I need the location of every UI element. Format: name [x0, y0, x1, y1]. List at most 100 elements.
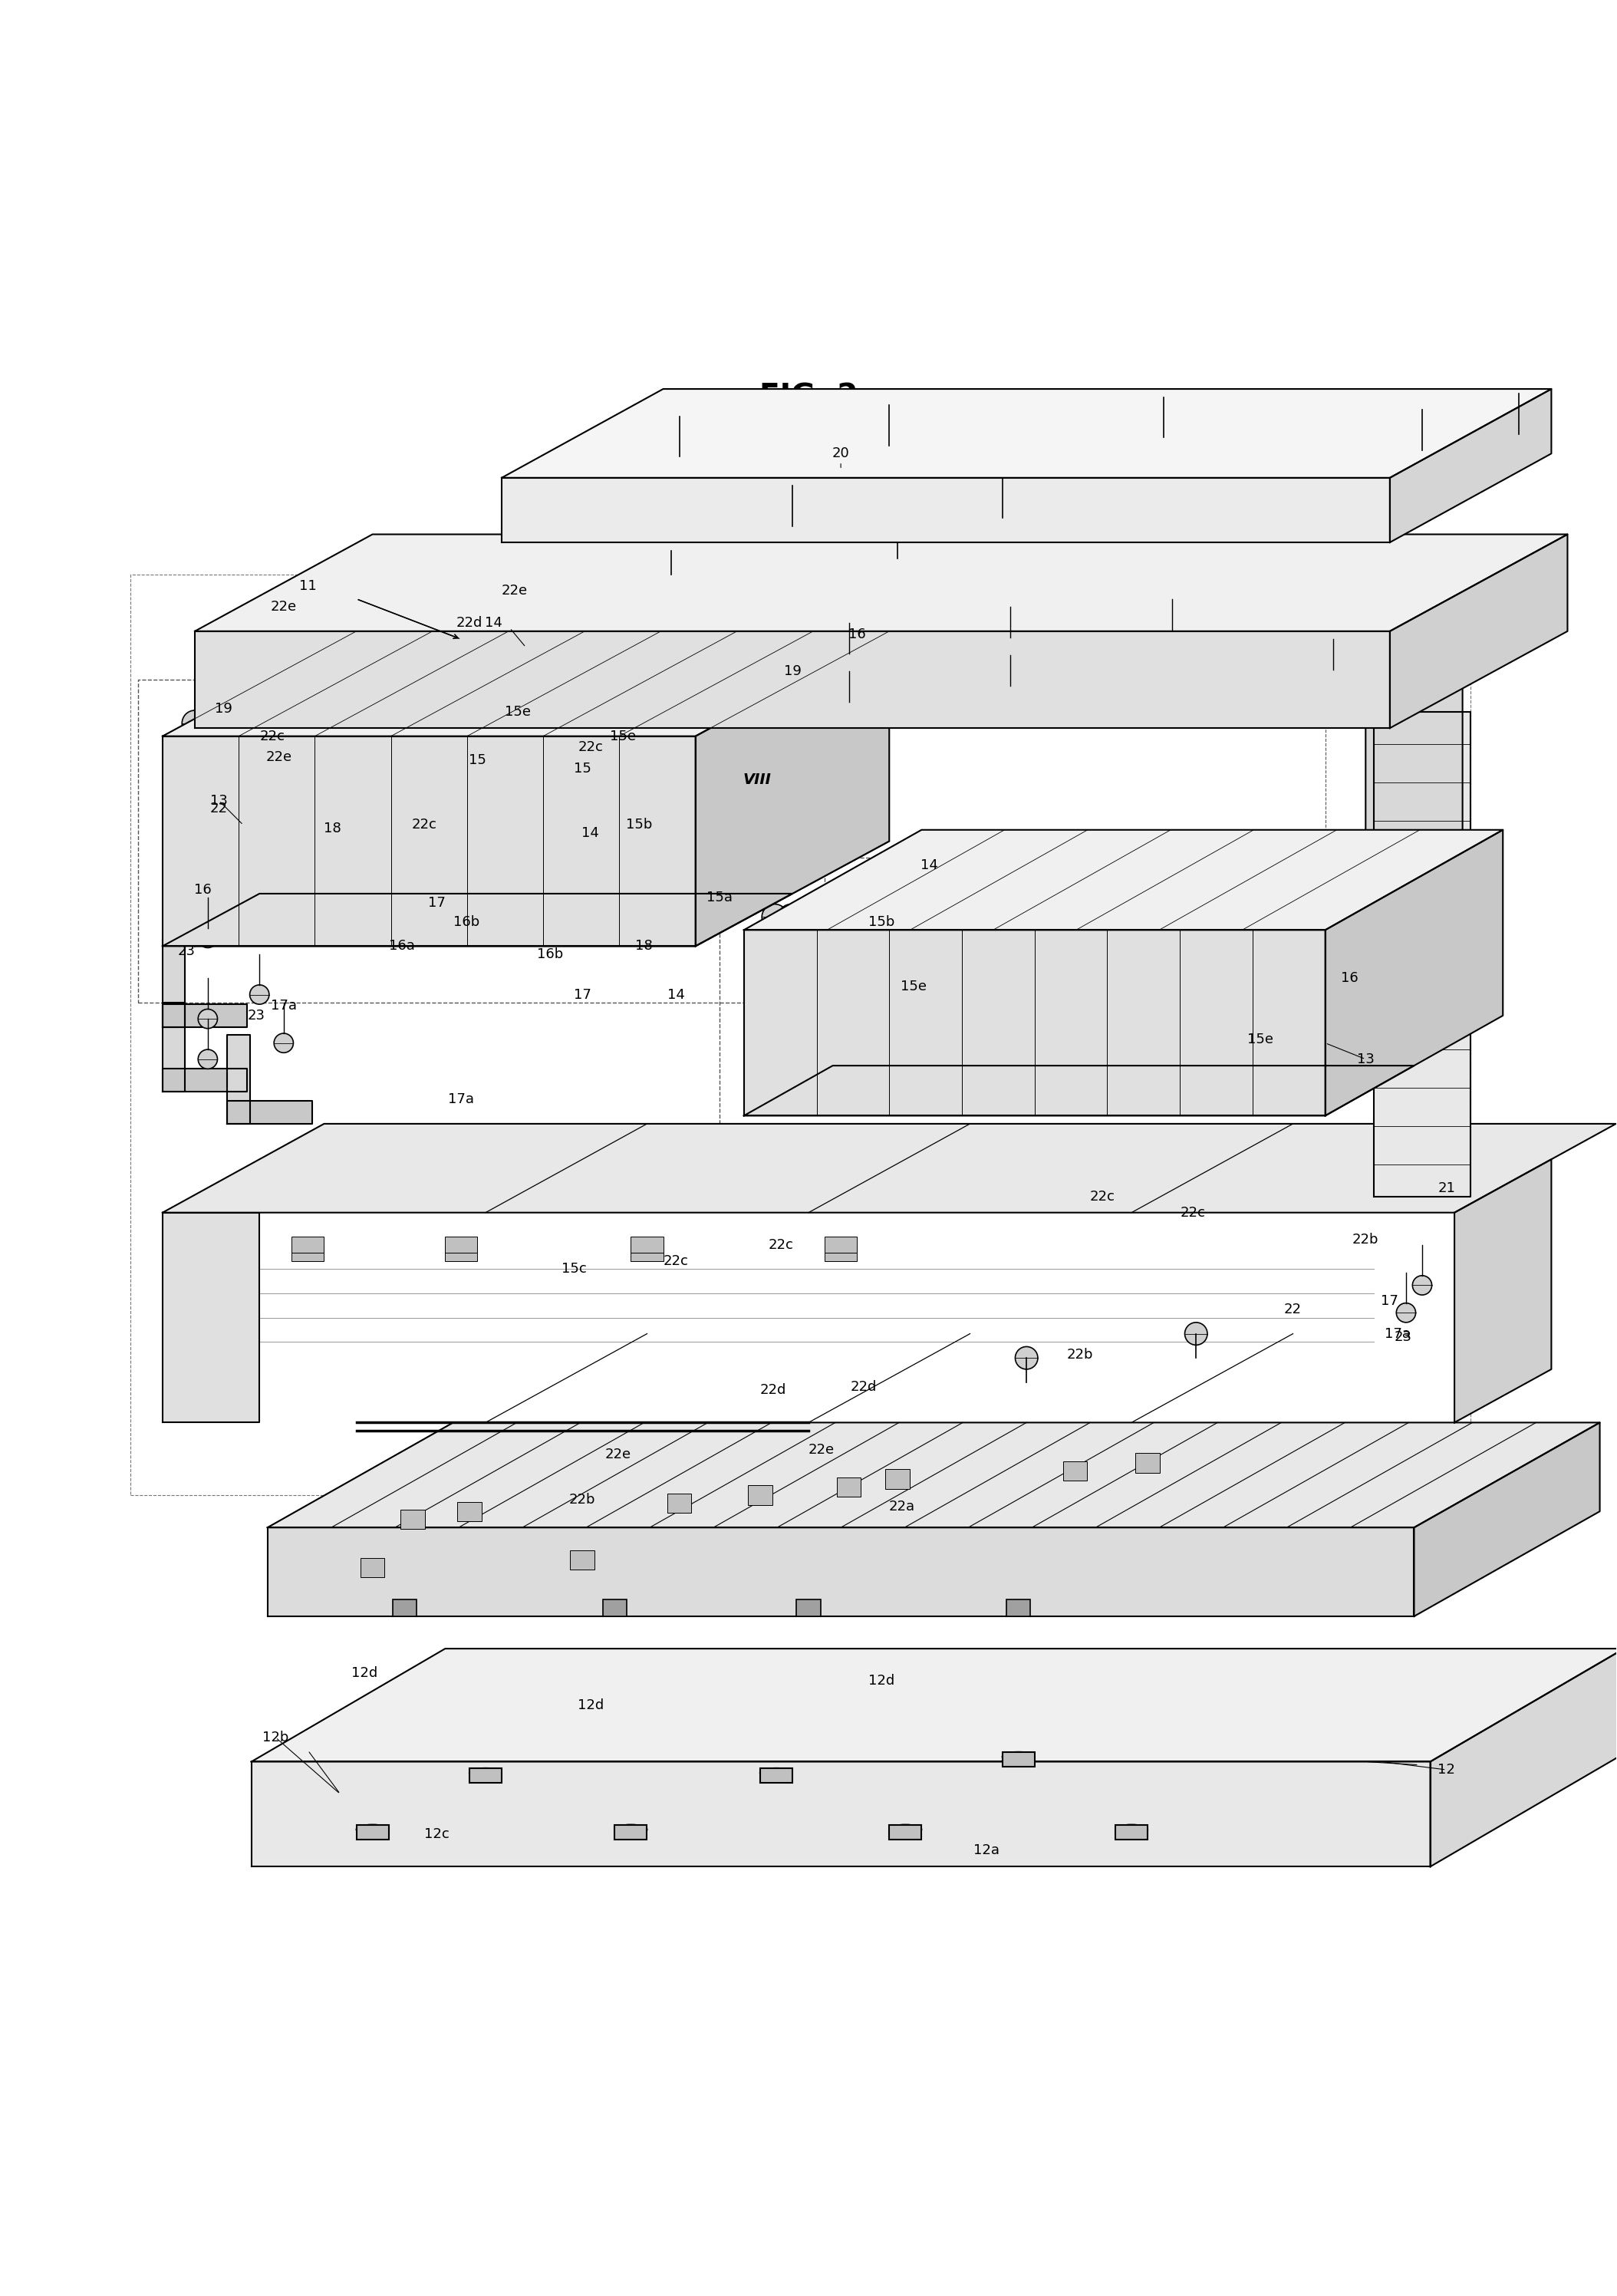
- Circle shape: [907, 905, 933, 930]
- Polygon shape: [1454, 1159, 1551, 1424]
- Text: VIII: VIII: [742, 771, 771, 788]
- Ellipse shape: [469, 1768, 501, 1777]
- Polygon shape: [1319, 914, 1342, 1003]
- Text: 17: 17: [1381, 1295, 1399, 1309]
- FancyBboxPatch shape: [356, 1825, 388, 1839]
- Text: 19: 19: [784, 664, 800, 680]
- Bar: [1006, 1600, 1030, 1616]
- Polygon shape: [1429, 1649, 1617, 1867]
- Ellipse shape: [614, 1825, 647, 1835]
- Circle shape: [197, 1049, 217, 1070]
- Text: 12a: 12a: [973, 1844, 999, 1857]
- Bar: [668, 1495, 692, 1513]
- Text: 14: 14: [582, 827, 600, 840]
- Text: 14: 14: [668, 987, 686, 1001]
- Circle shape: [1198, 905, 1224, 930]
- Bar: [291, 1238, 323, 1254]
- Circle shape: [1412, 439, 1433, 461]
- Circle shape: [1053, 905, 1079, 930]
- Bar: [749, 1486, 773, 1504]
- Circle shape: [778, 905, 804, 930]
- Text: 23: 23: [1394, 1329, 1412, 1343]
- Circle shape: [1185, 1322, 1208, 1345]
- Text: 22c: 22c: [1090, 1189, 1116, 1203]
- Text: 22c: 22c: [768, 1238, 794, 1251]
- Text: 16b: 16b: [453, 916, 479, 930]
- Polygon shape: [196, 535, 1567, 631]
- Circle shape: [878, 434, 901, 457]
- Bar: [445, 1244, 477, 1261]
- Text: 18: 18: [323, 822, 341, 836]
- Polygon shape: [744, 930, 1326, 1116]
- Text: 22b: 22b: [569, 1492, 595, 1506]
- Bar: [825, 1244, 857, 1261]
- Text: 22d: 22d: [851, 1380, 876, 1394]
- Polygon shape: [163, 1003, 247, 1026]
- Text: 23: 23: [247, 1008, 265, 1022]
- Text: 15b: 15b: [626, 817, 652, 831]
- Text: 17: 17: [574, 987, 592, 1001]
- Text: 17: 17: [429, 895, 446, 909]
- Circle shape: [351, 709, 377, 737]
- Text: 15e: 15e: [610, 730, 635, 744]
- Polygon shape: [744, 1065, 1415, 1116]
- Bar: [797, 1600, 820, 1616]
- Circle shape: [996, 905, 1022, 930]
- Text: 22c: 22c: [260, 730, 285, 744]
- Polygon shape: [251, 1649, 1617, 1761]
- Polygon shape: [163, 939, 186, 1026]
- Bar: [631, 1244, 663, 1261]
- Circle shape: [668, 445, 690, 468]
- Bar: [571, 1550, 595, 1570]
- Text: FIG. 2: FIG. 2: [760, 383, 857, 411]
- Text: 15c: 15c: [561, 1263, 587, 1277]
- Circle shape: [581, 709, 606, 737]
- Text: 12c: 12c: [425, 1828, 450, 1841]
- Circle shape: [781, 514, 804, 537]
- Text: 21: 21: [1438, 1182, 1455, 1196]
- Text: 22b: 22b: [1352, 1233, 1379, 1247]
- Text: 12b: 12b: [262, 1731, 289, 1745]
- Polygon shape: [251, 1761, 1429, 1867]
- FancyBboxPatch shape: [614, 1825, 647, 1839]
- Bar: [291, 1244, 323, 1261]
- Text: 22e: 22e: [605, 1449, 631, 1463]
- Text: 12d: 12d: [868, 1674, 894, 1688]
- Text: 22: 22: [1284, 1302, 1302, 1316]
- Polygon shape: [163, 893, 792, 946]
- Ellipse shape: [889, 1825, 922, 1835]
- Circle shape: [197, 1010, 217, 1029]
- Polygon shape: [695, 631, 889, 946]
- Polygon shape: [163, 1123, 1615, 1212]
- Circle shape: [273, 1033, 293, 1054]
- Circle shape: [197, 928, 217, 948]
- Circle shape: [886, 530, 909, 553]
- Polygon shape: [226, 1035, 249, 1123]
- Polygon shape: [1391, 388, 1551, 542]
- Circle shape: [1214, 905, 1240, 930]
- Text: 22c: 22c: [412, 817, 437, 831]
- Bar: [458, 1502, 482, 1520]
- Text: 15b: 15b: [868, 916, 894, 930]
- Text: 22c: 22c: [577, 742, 603, 755]
- Polygon shape: [226, 1102, 312, 1123]
- Circle shape: [980, 905, 1006, 930]
- Text: 22a: 22a: [889, 1499, 915, 1513]
- Circle shape: [1015, 1348, 1038, 1368]
- Text: 12d: 12d: [351, 1667, 377, 1681]
- Circle shape: [335, 709, 361, 737]
- Polygon shape: [1374, 712, 1470, 1196]
- Text: 13: 13: [210, 794, 228, 808]
- Circle shape: [1142, 905, 1167, 930]
- FancyBboxPatch shape: [889, 1825, 922, 1839]
- Circle shape: [259, 709, 285, 737]
- Text: 22e: 22e: [270, 599, 298, 613]
- FancyBboxPatch shape: [1116, 1825, 1148, 1839]
- Text: 19: 19: [215, 703, 233, 716]
- Text: 16b: 16b: [537, 948, 563, 962]
- Text: 23: 23: [178, 944, 196, 957]
- Ellipse shape: [356, 1825, 388, 1835]
- Bar: [836, 1476, 860, 1497]
- Bar: [825, 1238, 857, 1254]
- Text: 22d: 22d: [760, 1384, 786, 1398]
